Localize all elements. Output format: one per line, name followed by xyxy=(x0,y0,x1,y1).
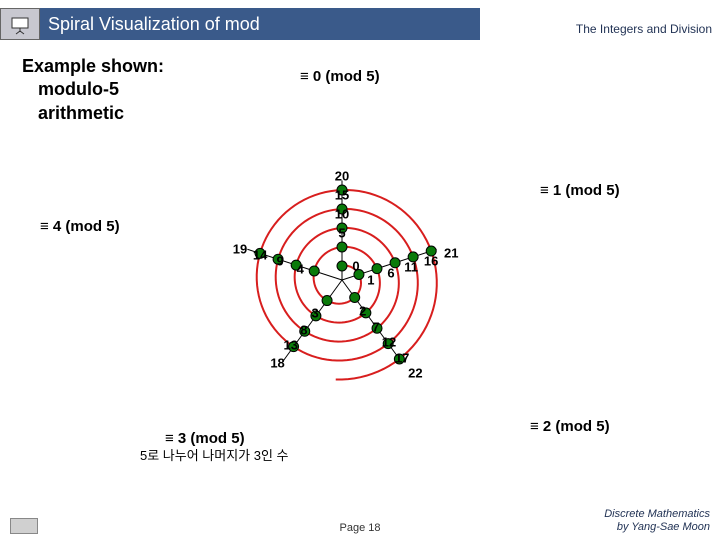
number-label: 2 xyxy=(359,304,366,319)
number-label: 8 xyxy=(300,322,307,337)
mod-label: ≡ 2 (mod 5) xyxy=(530,418,610,435)
number-dot xyxy=(337,261,347,271)
number-label: 7 xyxy=(372,319,379,334)
number-label: 11 xyxy=(404,259,418,274)
number-label: 19 xyxy=(233,242,247,257)
number-label: 12 xyxy=(382,335,396,350)
number-label: 20 xyxy=(335,169,349,184)
number-dot xyxy=(309,266,319,276)
number-label: 17 xyxy=(395,350,409,365)
number-label: 9 xyxy=(277,254,284,269)
book-author: by Yang-Sae Moon xyxy=(604,521,710,534)
number-label: 15 xyxy=(335,188,349,203)
page-number: Page 18 xyxy=(340,522,381,534)
number-label: 1 xyxy=(367,273,374,288)
number-label: 18 xyxy=(270,355,284,370)
number-dot xyxy=(322,296,332,306)
number-label: 16 xyxy=(424,253,438,268)
number-label: 4 xyxy=(297,261,304,276)
number-label: 13 xyxy=(284,338,298,353)
number-label: 22 xyxy=(408,365,422,380)
footer-logo xyxy=(10,518,38,534)
number-dot xyxy=(337,242,347,252)
number-label: 21 xyxy=(444,246,458,261)
number-label: 0 xyxy=(352,259,359,274)
number-label: 3 xyxy=(311,305,318,320)
mod-label: ≡ 4 (mod 5) xyxy=(40,218,120,235)
number-dot xyxy=(350,292,360,302)
korean-note: 5로 나누어 나머지가 3인 수 xyxy=(140,445,289,464)
mod-label: ≡ 0 (mod 5) xyxy=(300,68,380,85)
book-credit: Discrete Mathematics by Yang-Sae Moon xyxy=(604,508,710,534)
number-label: 14 xyxy=(253,248,267,263)
book-title: Discrete Mathematics xyxy=(604,508,710,521)
number-label: 6 xyxy=(387,265,394,280)
mod-label: ≡ 1 (mod 5) xyxy=(540,182,620,199)
number-label: 5 xyxy=(338,226,345,241)
number-label: 10 xyxy=(335,207,349,222)
